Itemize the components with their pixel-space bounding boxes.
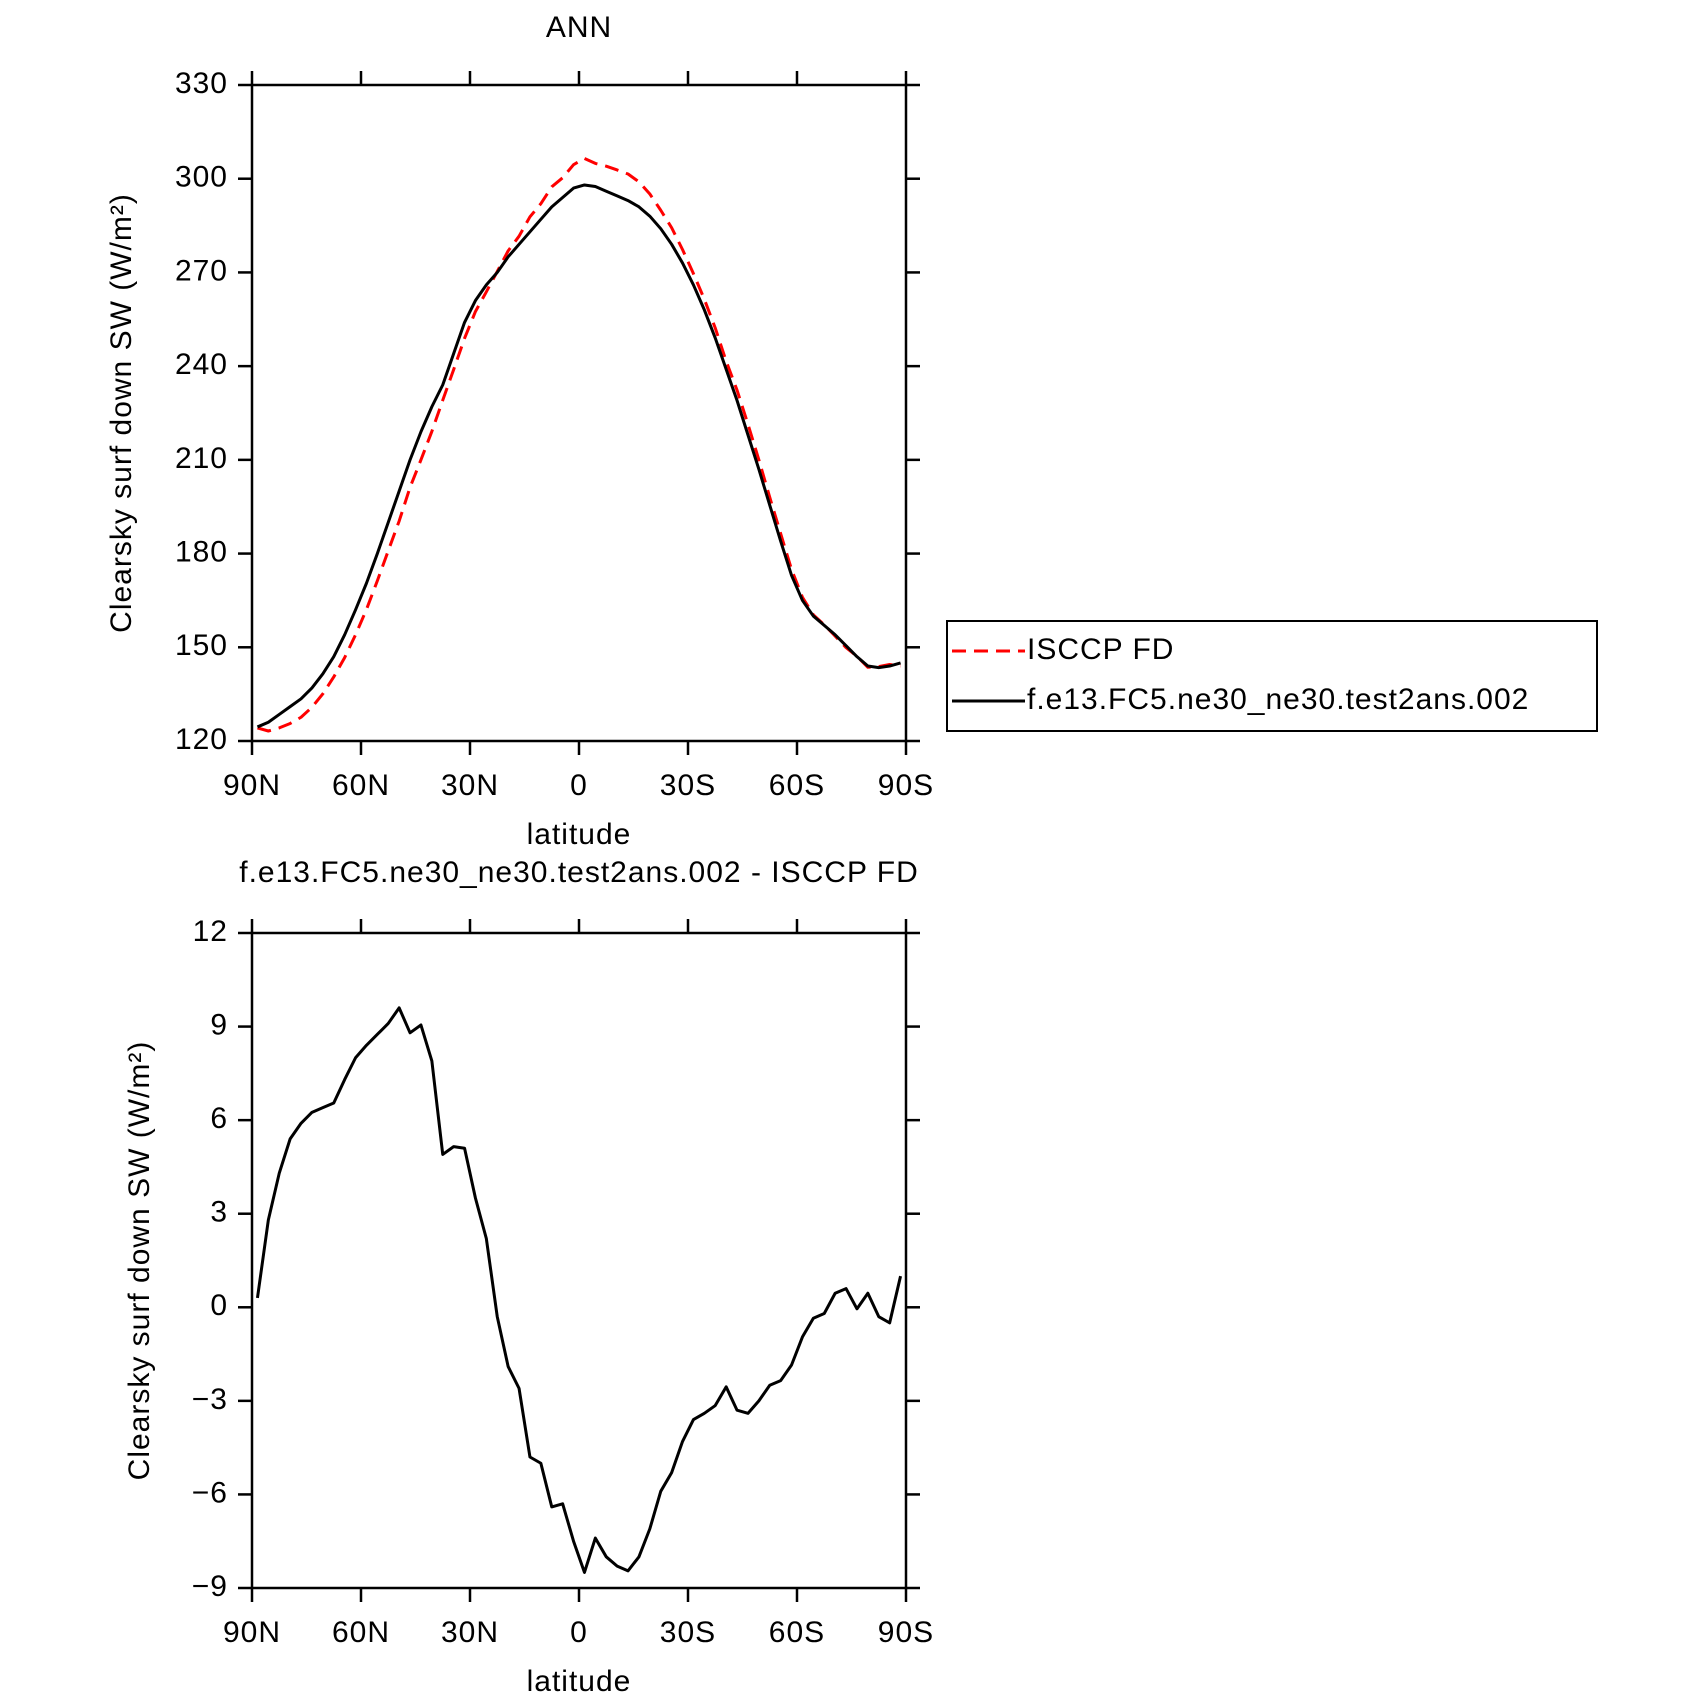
x-tick-label: 90S xyxy=(878,769,934,802)
plot-frame xyxy=(250,83,908,743)
y-axis-label: Clearsky surf down SW (W/m²) xyxy=(105,193,138,633)
series-line xyxy=(256,183,901,729)
y-tick-label: 240 xyxy=(175,348,228,381)
chart-title: ANN xyxy=(546,11,612,44)
y-tick-label: 12 xyxy=(193,915,228,948)
x-tick-label: 0 xyxy=(570,1616,588,1649)
plot-frame xyxy=(250,931,908,1590)
x-axis-label: latitude xyxy=(527,818,632,851)
legend-box xyxy=(946,620,1598,732)
x-axis-label: latitude xyxy=(527,1665,632,1698)
y-tick-label: 180 xyxy=(175,535,228,568)
y-tick-label: 0 xyxy=(210,1289,228,1322)
y-tick-label: 330 xyxy=(175,67,228,100)
y-axis-label: Clearsky surf down SW (W/m²) xyxy=(123,1041,156,1481)
y-tick-label: 9 xyxy=(210,1008,228,1041)
y-tick-label: 3 xyxy=(210,1196,228,1229)
y-tick-label: −9 xyxy=(192,1570,228,1603)
y-tick-label: −6 xyxy=(192,1476,228,1509)
x-tick-label: 90N xyxy=(223,769,281,802)
x-tick-label: 30N xyxy=(441,1616,499,1649)
series-line xyxy=(255,1006,903,1574)
y-tick-label: 120 xyxy=(175,723,228,756)
x-tick-label: 60N xyxy=(332,769,390,802)
x-tick-label: 90S xyxy=(878,1616,934,1649)
legend-label: ISCCP FD xyxy=(1027,633,1174,666)
x-tick-label: 60S xyxy=(769,769,825,802)
x-tick-label: 30S xyxy=(660,769,716,802)
x-tick-label: 60S xyxy=(769,1616,825,1649)
y-tick-label: 300 xyxy=(175,161,228,194)
legend-label: f.e13.FC5.ne30_ne30.test2ans.002 xyxy=(1027,683,1529,716)
chart-title: f.e13.FC5.ne30_ne30.test2ans.002 - ISCCP… xyxy=(239,856,919,889)
x-tick-label: 0 xyxy=(570,769,588,802)
y-tick-label: 6 xyxy=(210,1102,228,1135)
y-tick-label: 210 xyxy=(175,442,228,475)
series-line xyxy=(257,156,901,733)
x-tick-label: 30S xyxy=(660,1616,716,1649)
y-tick-label: 150 xyxy=(175,629,228,662)
x-tick-label: 60N xyxy=(332,1616,390,1649)
x-tick-label: 30N xyxy=(441,769,499,802)
y-tick-label: −3 xyxy=(192,1383,228,1416)
y-tick-label: 270 xyxy=(175,254,228,287)
x-tick-label: 90N xyxy=(223,1616,281,1649)
